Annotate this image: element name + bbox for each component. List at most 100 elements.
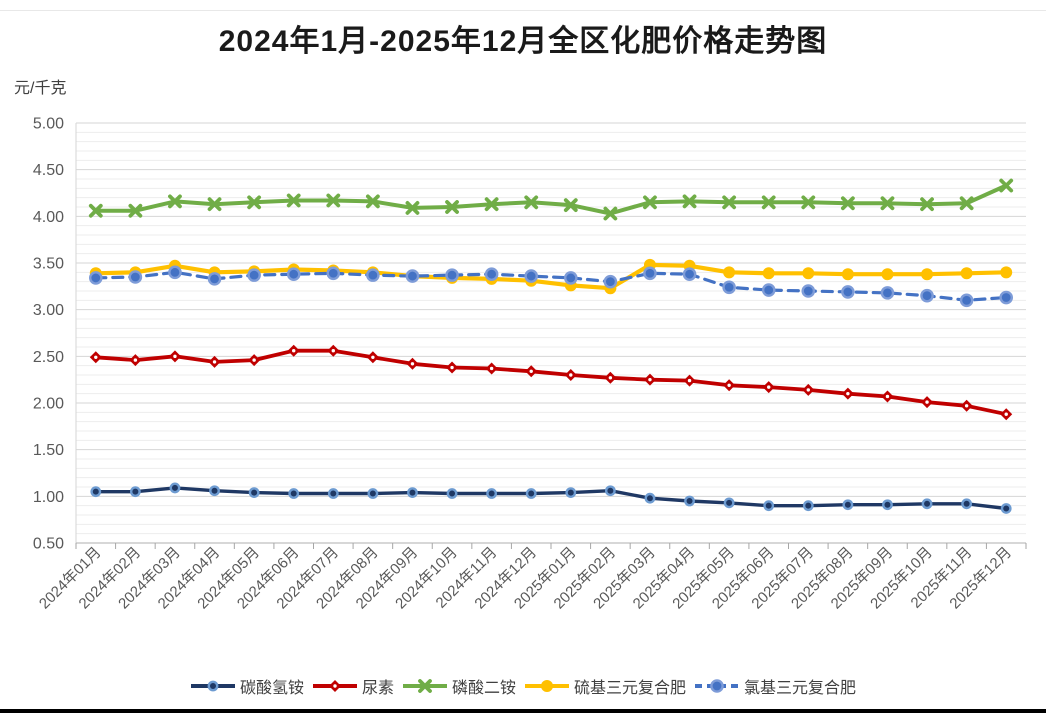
series-marker-3-20: [881, 268, 894, 281]
series-marker-2-18: [801, 195, 816, 210]
series-marker-1-2-dot: [173, 354, 177, 359]
legend-item-4: 氯基三元复合肥: [694, 674, 856, 698]
x-axis-ticks: [75, 543, 1027, 549]
series-marker-0-10: [486, 488, 498, 499]
bottom-black-bar: [0, 709, 1046, 713]
series-marker-1-19-dot: [846, 391, 850, 396]
series-marker-4-10: [484, 267, 499, 282]
series-marker-2-10: [484, 197, 499, 212]
y-tick-label: 1.00: [33, 489, 64, 506]
series-0: [90, 482, 1012, 514]
legend-item-3: 硫基三元复合肥: [524, 674, 686, 698]
series-marker-2-19: [840, 196, 855, 211]
series-1: [89, 344, 1013, 421]
series-marker-1-10-dot: [489, 366, 494, 371]
series-line-2: [93, 183, 1009, 216]
legend-key-2: [402, 679, 447, 693]
series-marker-0-8: [407, 487, 418, 498]
series-marker-1-4-dot: [252, 358, 256, 362]
series-marker-0-18: [802, 500, 814, 512]
series-marker-2-5: [286, 193, 301, 208]
series-marker-1-14-dot: [648, 377, 652, 382]
series-marker-2-8: [405, 201, 420, 215]
y-tick-label: 1.50: [33, 442, 64, 459]
series-marker-4-1: [128, 270, 143, 284]
series-marker-1-23-dot: [1004, 412, 1008, 416]
series-marker-0-16: [723, 497, 735, 509]
series-3: [89, 258, 1013, 295]
series-4: [88, 265, 1014, 308]
series-marker-1-16-dot: [727, 383, 731, 387]
series-marker-0-11: [525, 488, 537, 499]
series-marker-0-2: [169, 482, 181, 494]
series-marker-2-6: [326, 193, 341, 208]
series-marker-0-9: [446, 488, 458, 499]
series-marker-3-18: [802, 267, 815, 280]
series-marker-4-20: [880, 286, 895, 300]
legend-label-1: 尿素: [361, 680, 394, 697]
series-marker-2-17: [761, 195, 776, 210]
series-marker-3-22: [960, 267, 973, 280]
series-marker-1-18-dot: [806, 388, 810, 392]
series-marker-4-9: [445, 268, 459, 282]
legend-marker-0: [207, 680, 219, 692]
series-marker-0-13: [604, 485, 616, 497]
series-marker-2-3: [207, 197, 222, 212]
y-major-gridlines: [76, 122, 1026, 497]
x-tick-labels: 2024年01月2024年02月2024年03月2024年04月2024年05月…: [36, 544, 1015, 613]
legend-item-2: 磷酸二铵: [402, 674, 516, 698]
series-marker-4-22: [959, 293, 974, 308]
legend-key-4: [695, 679, 740, 693]
series-marker-2-12: [563, 198, 578, 213]
series-marker-0-1: [129, 486, 141, 498]
series-marker-1-5-dot: [292, 349, 296, 353]
y-tick-label: 2.50: [33, 349, 64, 366]
series-line-0: [94, 486, 1008, 511]
top-hairline: [0, 10, 1046, 11]
series-marker-4-15: [682, 267, 697, 282]
legend-marker-4: [710, 679, 724, 693]
series-marker-4-3: [207, 272, 222, 286]
series-line-3: [93, 262, 1009, 291]
series-marker-0-0: [90, 486, 102, 498]
series-marker-2-23: [999, 178, 1014, 193]
series-marker-4-7: [366, 268, 380, 282]
series-marker-0-15: [684, 495, 695, 507]
series-marker-0-4: [248, 487, 260, 498]
series-marker-4-13: [603, 274, 618, 289]
series-marker-2-4: [247, 195, 262, 210]
series-marker-0-6: [327, 488, 339, 499]
legend-key-3: [525, 680, 569, 692]
series-marker-4-12: [563, 271, 578, 285]
series-marker-1-0-dot: [94, 355, 98, 359]
y-tick-labels: 5.00 4.50 4.00 3.50 3.00 2.50 2.00 1.50 1.00 0.50: [33, 116, 64, 553]
series-2: [88, 178, 1014, 221]
series-marker-2-15: [682, 194, 697, 209]
series-marker-4-8: [405, 269, 420, 283]
series-marker-2-13: [603, 206, 618, 221]
chart-title: 2024年1月-2025年12月全区化肥价格走势图: [218, 25, 828, 58]
series-line-4: [94, 270, 1008, 302]
series-marker-1-15-dot: [687, 378, 692, 383]
y-tick-label: 4.00: [33, 209, 64, 226]
series-marker-1-8-dot: [410, 362, 415, 366]
series-marker-2-21: [920, 197, 934, 212]
series-marker-4-5: [286, 267, 301, 282]
series-marker-2-0: [88, 203, 103, 218]
y-tick-label: 3.00: [33, 302, 64, 319]
y-axis-unit-label: 元/千克: [14, 80, 67, 97]
series-marker-0-12: [565, 487, 577, 498]
series-marker-2-11: [524, 195, 539, 210]
series-marker-2-16: [722, 195, 737, 210]
series-marker-1-3-dot: [212, 360, 217, 364]
series-marker-4-18: [801, 284, 816, 298]
series-marker-4-2: [168, 265, 182, 280]
y-tick-label: 4.50: [33, 162, 64, 179]
series-marker-1-20-dot: [885, 394, 890, 399]
series-marker-1-22-dot: [964, 404, 969, 408]
legend-key-0: [190, 680, 235, 692]
y-tick-label: 3.50: [33, 256, 64, 273]
series-line-1: [93, 348, 1009, 417]
legend-marker-2: [418, 679, 432, 693]
